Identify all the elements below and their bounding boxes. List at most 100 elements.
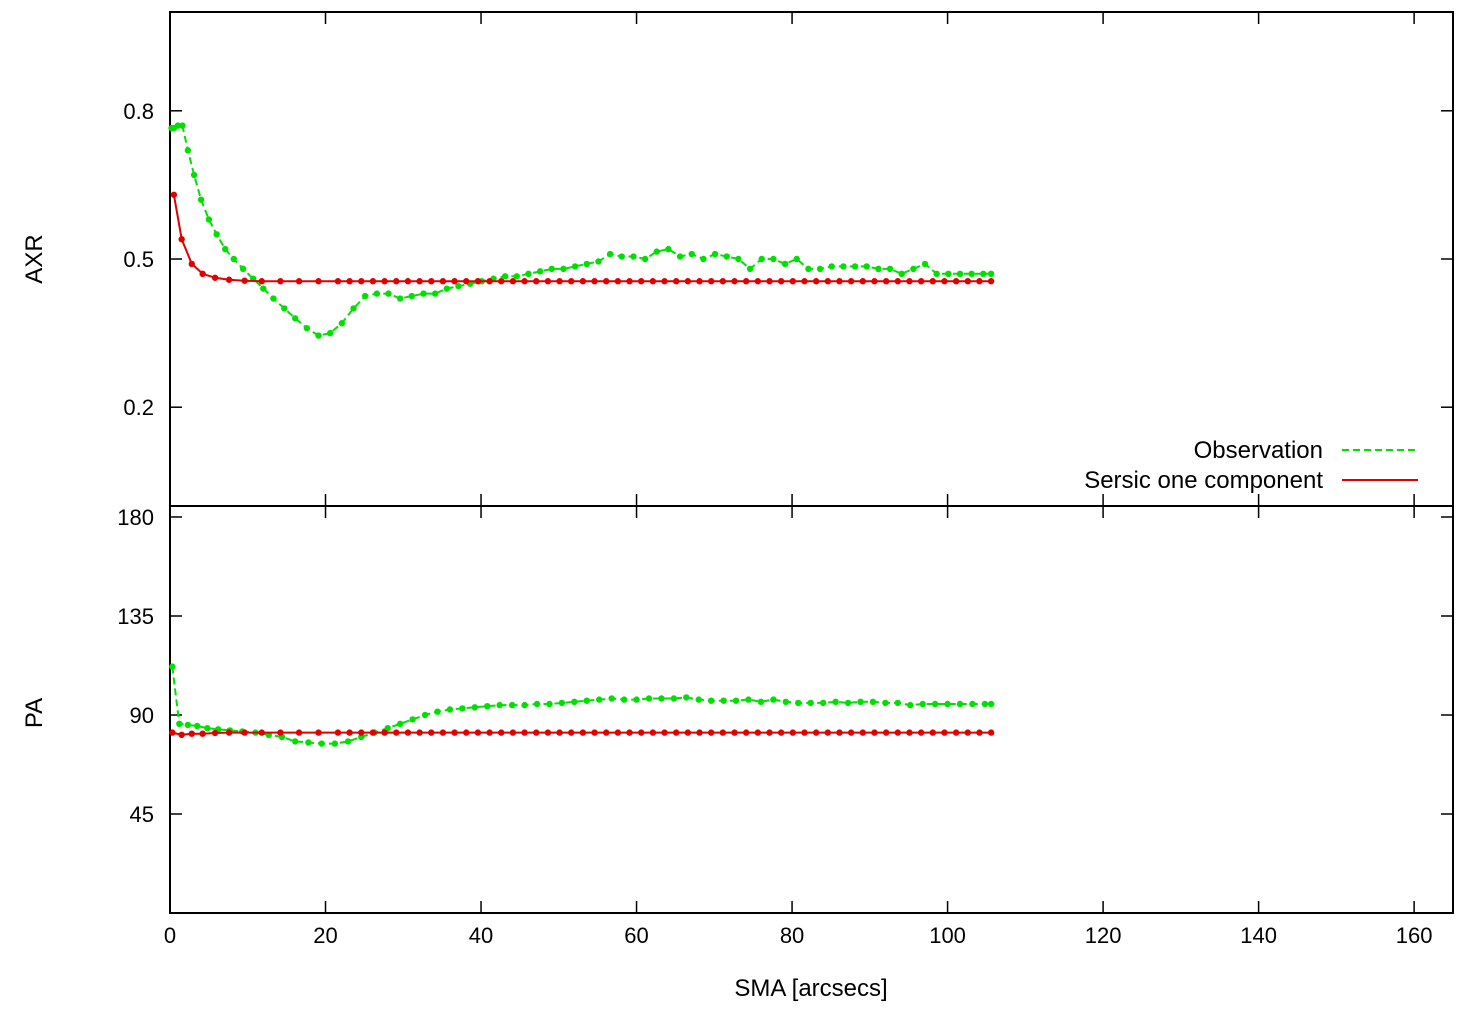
bottom-ylabel: PA [21, 698, 48, 728]
top-point-sersic [358, 278, 365, 285]
top-point-sersic [789, 278, 797, 285]
bottom-xtick-label: 0 [164, 923, 176, 948]
bottom-point-sersic [241, 729, 248, 736]
bottom-point-sersic [789, 729, 797, 736]
bottom-point-sersic [941, 729, 948, 736]
bottom-point-sersic [626, 729, 633, 736]
top-point-sersic [812, 278, 820, 285]
bottom-point-observation [931, 700, 939, 708]
top-point-observation [281, 305, 288, 312]
bottom-point-sersic [428, 729, 435, 736]
bottom-point-observation [496, 701, 503, 709]
top-point-observation [443, 285, 451, 292]
top-point-sersic [258, 278, 265, 285]
bottom-point-observation [396, 720, 404, 727]
top-point-observation [933, 270, 940, 278]
bottom-point-sersic [964, 729, 971, 736]
bottom-point-sersic [521, 729, 528, 736]
bottom-point-observation [331, 740, 339, 747]
legend-label-sersic: Sersic one component [1084, 467, 1323, 494]
bottom-point-sersic [474, 729, 482, 736]
bottom-point-sersic [544, 729, 552, 736]
bottom-panel: 45 90 135 180 0 20 40 60 80 100 120 140 160 [117, 505, 1454, 948]
top-point-observation [239, 265, 247, 273]
bottom-point-observation [832, 698, 839, 705]
bottom-point-sersic [334, 729, 342, 736]
bottom-xtick-label: 80 [780, 923, 804, 948]
top-point-sersic [225, 276, 233, 283]
bottom-point-sersic [649, 729, 657, 736]
top-point-observation [213, 231, 220, 238]
bottom-point-sersic [696, 729, 703, 736]
bottom-point-observation [956, 700, 964, 708]
top-point-observation [420, 290, 427, 297]
bottom-point-sersic [463, 729, 470, 736]
top-point-sersic [859, 278, 867, 285]
bottom-point-observation [184, 721, 192, 729]
bottom-point-observation [305, 739, 312, 746]
bottom-xlabel: SMA [arcsecs] [734, 975, 887, 1002]
bottom-point-observation [944, 700, 951, 708]
top-point-sersic [241, 277, 248, 284]
bottom-point-sersic [871, 729, 878, 736]
bottom-point-sersic [614, 729, 622, 736]
bottom-point-sersic [315, 729, 322, 736]
bottom-point-observation [670, 695, 678, 702]
top-point-observation [987, 270, 995, 278]
top-point-sersic [731, 278, 738, 285]
bottom-point-sersic [591, 729, 598, 736]
bottom-point-sersic [882, 729, 890, 736]
top-series-line-observation [171, 124, 992, 337]
bottom-xtick-label: 20 [313, 923, 337, 948]
bottom-point-sersic [295, 729, 303, 736]
bottom-point-sersic [847, 729, 855, 736]
bottom-point-sersic [579, 729, 587, 736]
top-point-sersic [439, 278, 447, 285]
top-point-sersic [416, 278, 423, 285]
bottom-point-observation [633, 696, 640, 703]
top-point-sersic [277, 278, 284, 285]
top-point-observation [956, 270, 964, 278]
bottom-point-observation [757, 698, 765, 705]
top-point-observation [408, 292, 416, 300]
top-point-sersic [777, 278, 785, 285]
top-point-sersic [824, 278, 832, 285]
bottom-point-sersic [894, 729, 902, 736]
legend: Observation Sersic one component [1084, 437, 1418, 494]
top-point-sersic [661, 278, 668, 285]
bottom-point-sersic [859, 729, 867, 736]
top-point-observation [630, 253, 637, 260]
bottom-point-sersic [404, 729, 412, 736]
bottom-point-observation [981, 700, 989, 708]
top-point-observation [653, 248, 660, 255]
bottom-point-sersic [188, 730, 195, 737]
top-point-sersic [393, 278, 400, 285]
top-point-observation [291, 315, 299, 322]
top-point-sersic [381, 278, 388, 285]
top-point-observation [688, 250, 695, 258]
top-point-observation [174, 122, 181, 129]
bottom-point-observation [533, 700, 541, 708]
bottom-point-observation [176, 720, 183, 727]
top-point-sersic [719, 278, 727, 285]
top-point-observation [746, 265, 754, 273]
top-point-observation [230, 255, 237, 263]
bottom-point-observation [291, 738, 299, 745]
top-point-sersic [754, 278, 762, 285]
top-point-observation [641, 255, 649, 263]
bottom-ytick-label: 45 [130, 802, 154, 827]
top-point-observation [805, 265, 812, 273]
top-point-observation [350, 305, 357, 312]
top-point-observation [910, 265, 917, 273]
top-point-observation [501, 273, 509, 280]
top-point-observation [711, 250, 719, 258]
bottom-point-sersic [836, 729, 843, 736]
bottom-point-observation [571, 698, 578, 705]
bottom-plot-frame [169, 505, 1454, 914]
bottom-point-observation [358, 733, 365, 741]
bottom-xtick-label: 140 [1240, 923, 1277, 948]
bottom-point-observation [869, 698, 877, 705]
top-point-sersic [766, 278, 773, 285]
top-point-sersic [474, 278, 482, 285]
bottom-point-observation [409, 716, 416, 723]
